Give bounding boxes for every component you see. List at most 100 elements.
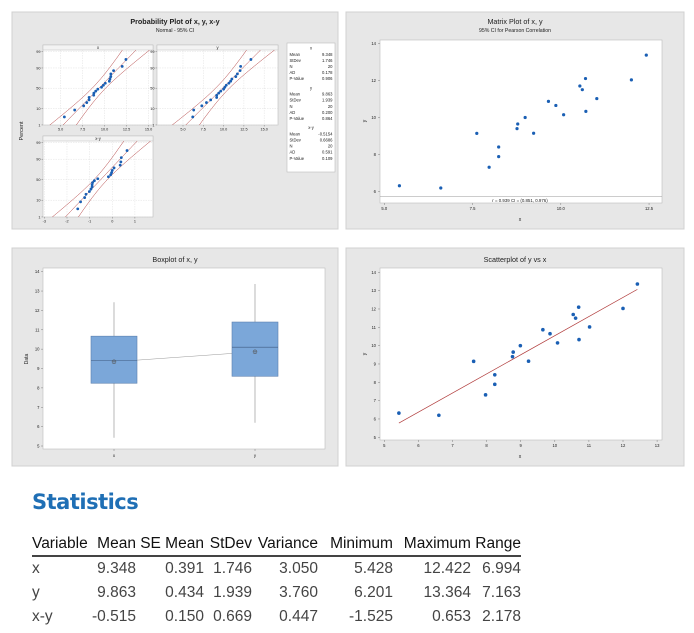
data-point xyxy=(107,175,110,179)
value-cell: 0.150 xyxy=(165,608,204,625)
data-point xyxy=(112,69,115,72)
legend-stat-label: AD xyxy=(290,70,296,75)
x-tick-label: x xyxy=(113,453,116,458)
data-point xyxy=(526,359,531,364)
data-point xyxy=(437,413,441,418)
x-tick-label: -1 xyxy=(88,220,91,224)
y-axis-label: y xyxy=(362,119,368,122)
data-point xyxy=(229,79,233,83)
data-point xyxy=(62,115,66,119)
data-point xyxy=(76,207,80,211)
data-point xyxy=(492,382,497,387)
value-cell: 3.050 xyxy=(279,560,318,577)
value-cell: 0.434 xyxy=(165,584,204,601)
legend-stat-value: 1.746 xyxy=(322,58,333,63)
data-point xyxy=(595,96,599,101)
y-tick-label: 5 xyxy=(374,435,377,440)
data-point xyxy=(109,173,113,177)
chart-title: Scatterplot of y vs x xyxy=(484,255,547,264)
x-axis-label: x xyxy=(519,217,522,223)
data-point xyxy=(471,359,476,364)
y-axis-label: Data xyxy=(24,354,30,365)
statistics-table: Variable Mean SE Mean StDev Variance Min… xyxy=(32,533,521,629)
legend-group-title: y xyxy=(310,85,313,90)
data-point xyxy=(109,75,113,78)
data-point xyxy=(548,331,552,336)
x-tick-label: 6 xyxy=(417,443,420,448)
data-point xyxy=(523,115,527,120)
data-point xyxy=(546,99,551,103)
data-point xyxy=(555,341,560,345)
data-point xyxy=(215,93,219,97)
column-header: Range xyxy=(470,533,521,557)
data-point xyxy=(109,72,113,76)
x-axis-label: x xyxy=(519,454,522,460)
y-tick-label: 10 xyxy=(150,107,154,111)
ci-band-upper xyxy=(78,141,152,217)
table-row: y 9.863 0.434 1.939 3.760 6.201 13.364 7.163 xyxy=(32,581,521,605)
x-tick-label: 13 xyxy=(655,443,660,448)
value-cell: 2.178 xyxy=(482,608,521,625)
ci-band-lower xyxy=(49,50,123,125)
legend-stat-value: 0.178 xyxy=(322,70,333,75)
data-point xyxy=(87,96,91,99)
x-tick-label: 10.0 xyxy=(101,128,108,132)
value-cell: 5.428 xyxy=(354,560,393,577)
y-tick-label: 12 xyxy=(371,306,376,311)
y-tick-label: 10 xyxy=(35,347,40,352)
value-cell: 0.653 xyxy=(432,608,471,625)
data-point xyxy=(238,69,242,72)
subplot-label: x xyxy=(97,45,100,50)
mean-symbol-cross xyxy=(112,359,116,364)
ci-band-lower xyxy=(171,50,247,125)
y-tick-label: 99 xyxy=(36,50,40,54)
data-point xyxy=(191,115,195,119)
data-point xyxy=(397,184,402,188)
table-header-row: Variable Mean SE Mean StDev Variance Min… xyxy=(32,533,521,557)
statistics-legend xyxy=(286,42,336,173)
x-tick-label: 12.5 xyxy=(645,206,654,211)
value-cell: 12.422 xyxy=(423,560,471,577)
data-point xyxy=(518,343,523,348)
data-point xyxy=(562,113,566,117)
variable-cell: x xyxy=(32,560,40,577)
data-point xyxy=(112,166,116,170)
data-point xyxy=(91,181,94,185)
y-tick-label: 7 xyxy=(374,398,377,403)
data-point xyxy=(235,72,239,76)
value-cell: 0.391 xyxy=(165,560,204,577)
legend-group-title: x xyxy=(310,46,313,51)
data-point xyxy=(580,88,584,92)
y-tick-label: 6 xyxy=(374,189,377,194)
data-point xyxy=(205,101,208,104)
y-tick-label: 10 xyxy=(36,199,40,203)
data-point xyxy=(96,87,100,91)
value-cell: 9.348 xyxy=(97,560,136,577)
y-tick-label: 9 xyxy=(374,361,377,366)
data-point xyxy=(239,64,243,68)
y-tick-label: 5 xyxy=(37,444,40,449)
data-point xyxy=(577,337,581,342)
x-tick-label: 7.5 xyxy=(201,128,206,132)
value-cell: 0.447 xyxy=(279,608,318,625)
x-tick-label: -3 xyxy=(43,220,46,224)
value-cell: 7.163 xyxy=(482,584,521,601)
y-tick-label: 10 xyxy=(371,343,376,348)
legend-stat-value: 9.348 xyxy=(322,52,333,57)
legend-stat-label: AD xyxy=(290,110,296,115)
x-tick-label: 7.5 xyxy=(470,206,476,211)
data-point xyxy=(578,84,582,88)
x-tick-label: 12.5 xyxy=(123,128,130,132)
value-cell: 6.201 xyxy=(354,584,393,601)
data-point xyxy=(573,316,578,320)
subplot-x xyxy=(42,44,154,126)
legend-stat-value: 0.109 xyxy=(322,156,333,161)
data-point xyxy=(644,53,648,57)
data-point xyxy=(84,192,88,196)
x-tick-label: 10 xyxy=(552,443,557,448)
legend-stat-value: 20 xyxy=(328,104,333,109)
regression-line xyxy=(398,289,638,424)
subplot-label: x-y xyxy=(95,136,101,141)
x-tick-label: 9 xyxy=(520,443,523,448)
data-point xyxy=(79,200,82,204)
